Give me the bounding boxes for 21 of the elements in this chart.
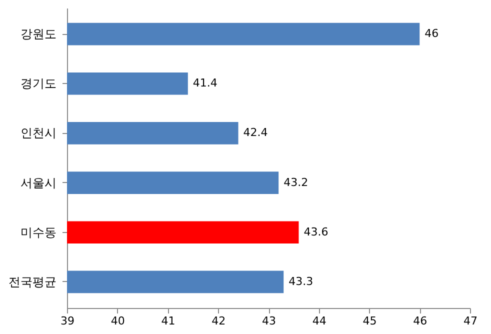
- x-tick-label: 45: [362, 314, 377, 328]
- x-tick-label: 40: [110, 314, 125, 328]
- data-label: 42.4: [243, 126, 268, 140]
- x-tick-label: 43: [262, 314, 276, 328]
- data-label: 46: [424, 27, 439, 40]
- x-tick-label: 41: [161, 314, 176, 328]
- data-label: 43.6: [304, 225, 328, 238]
- y-tick-label: 인천시: [20, 126, 56, 140]
- x-tick-label: 47: [464, 314, 478, 328]
- data-label: 41.4: [192, 76, 218, 90]
- x-tick-label: 39: [60, 314, 74, 328]
- x-tick-label: 46: [413, 314, 428, 328]
- y-tick-label: 전국평균: [8, 274, 56, 289]
- x-tick-label: 42: [212, 314, 226, 328]
- x-tick-label: 44: [312, 314, 326, 328]
- y-tick-label: 경기도: [20, 76, 56, 91]
- y-tick-label: 미수동: [20, 225, 56, 240]
- y-tick-label: 강원도: [20, 27, 56, 42]
- y-tick-label: 서울시: [20, 176, 56, 190]
- data-label: 43.2: [284, 176, 308, 189]
- data-label: 43.3: [288, 274, 314, 288]
